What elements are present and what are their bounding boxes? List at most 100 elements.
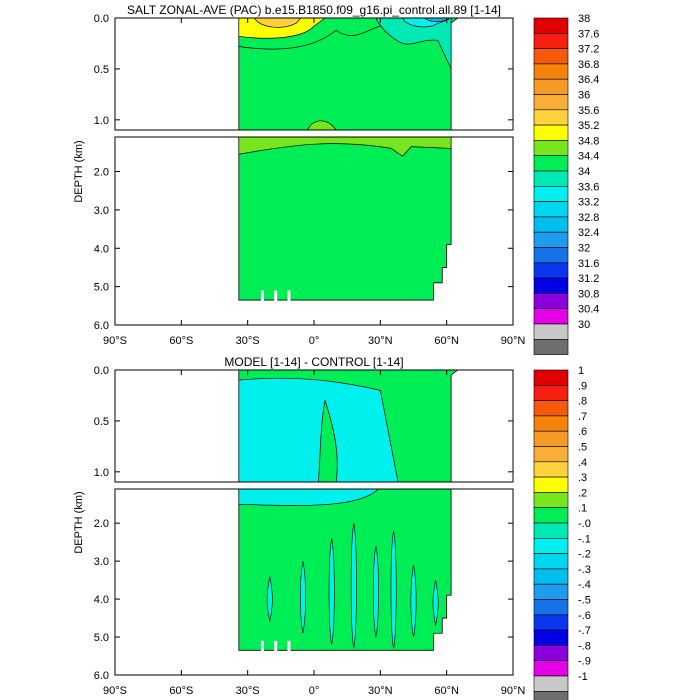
colorbar-label: -.3	[578, 564, 591, 576]
x-tick-label: 60°N	[434, 335, 459, 347]
diff-negative-upper	[238, 377, 399, 482]
colorbar-label: .6	[578, 426, 587, 438]
x-tick-label: 30°N	[368, 685, 393, 697]
upper-plot	[238, 370, 459, 482]
colorbar-label: .4	[578, 457, 587, 469]
chart-title: MODEL [1-14] - CONTROL [1-14]	[224, 355, 403, 369]
colorbar-box	[533, 384, 569, 401]
diff-filament	[432, 580, 439, 626]
colorbar-box	[533, 415, 569, 432]
y-tick-label: 0.5	[94, 64, 109, 76]
seafloor-notch	[274, 290, 278, 302]
colorbar: 38 37.6 37.2 36.8 36.4 36 35.6 35.2 34.8 34.4 34 33…	[533, 13, 599, 355]
x-tick-label: 30°N	[368, 335, 393, 347]
x-tick-label: 90°N	[501, 335, 526, 347]
colorbar-label: 33.2	[578, 197, 599, 209]
colorbar-box	[533, 78, 569, 95]
y-axis-label: DEPTH (km)	[73, 491, 85, 553]
colorbar-label: 30	[578, 319, 590, 331]
colorbar-box	[533, 537, 569, 554]
colorbar-box	[533, 277, 569, 294]
y-tick-label: 0.0	[94, 13, 109, 25]
colorbar-box	[533, 568, 569, 585]
x-tick-label: 90°S	[103, 685, 127, 697]
colorbar-box	[533, 48, 569, 65]
diff-filament	[350, 523, 357, 649]
y-axis-label: DEPTH (km)	[73, 140, 85, 202]
colorbar-box	[533, 583, 569, 600]
colorbar-label: 32.4	[578, 227, 599, 239]
colorbar-label: -.4	[578, 579, 591, 591]
y-tick-label: 6.0	[94, 320, 109, 332]
y-tick-label: 3.0	[94, 556, 109, 568]
colorbar-label: 37.6	[578, 28, 599, 40]
colorbar-box	[533, 262, 569, 279]
colorbar-label: 34.8	[578, 135, 599, 147]
diff-filament	[372, 545, 379, 638]
seafloor-notch	[287, 640, 291, 653]
colorbar-box	[533, 461, 569, 478]
colorbar-label: 35.2	[578, 120, 599, 132]
y-tick-label: 0.5	[94, 416, 109, 428]
y-tick-label: 2.0	[94, 167, 109, 179]
x-tick-label: 0°	[309, 685, 320, 697]
colorbar-box	[533, 247, 569, 264]
y-tick-label: 1.0	[94, 115, 109, 127]
colorbar-box	[533, 140, 569, 156]
colorbar-box	[533, 507, 569, 524]
diff-filament	[410, 564, 417, 638]
y-tick-label: 6.0	[94, 670, 109, 682]
y-tick-label: 1.0	[94, 467, 109, 479]
colorbar-box	[533, 430, 569, 447]
ocean-domain	[238, 137, 452, 301]
colorbar-box	[533, 476, 569, 493]
y-tick-label: 5.0	[94, 632, 109, 644]
diff-filament	[390, 530, 397, 649]
x-tick-label: 0°	[309, 335, 320, 347]
chart-title: SALT ZONAL-AVE (PAC) b.e15.B1850.f09_g16…	[127, 3, 501, 17]
colorbar-box	[533, 124, 569, 141]
colorbar-box	[533, 201, 569, 218]
colorbar-label: -1	[578, 671, 588, 683]
x-tick-label: 90°S	[103, 335, 127, 347]
y-tick-label: 4.0	[94, 243, 109, 255]
y-tick-label: 3.0	[94, 205, 109, 217]
colorbar-label: 36.4	[578, 74, 599, 86]
salinity-upper-lower	[238, 137, 452, 157]
seafloor-notch	[260, 290, 264, 302]
colorbar-box	[533, 109, 569, 126]
colorbar-label: 38	[578, 13, 590, 25]
colorbar-label: 35.6	[578, 105, 599, 117]
ocean-domain	[238, 18, 459, 130]
seafloor-notch	[260, 640, 264, 653]
x-tick-label: 60°S	[169, 335, 193, 347]
colorbar-label: -.8	[578, 640, 591, 652]
y-tick-label: 0.0	[94, 365, 109, 377]
diff-negative-lower	[238, 489, 379, 506]
colorbar-label: -.2	[578, 549, 591, 561]
lower-plot	[238, 137, 452, 302]
colorbar-label: 31.6	[578, 258, 599, 270]
y-tick-label: 4.0	[94, 594, 109, 606]
colorbar-label: .2	[578, 487, 587, 499]
diff-filament	[266, 576, 273, 622]
x-tick-label: 30°S	[236, 685, 260, 697]
colorbar-label: 31.2	[578, 273, 599, 285]
colorbar-label: -.1	[578, 533, 591, 545]
colorbar-label: -.5	[578, 595, 591, 607]
diff-filament	[328, 538, 335, 645]
x-tick-label: 60°N	[434, 685, 459, 697]
colorbar-label: 30.4	[578, 304, 599, 316]
colorbar-label: 37.2	[578, 44, 599, 56]
colorbar-label: 34	[578, 166, 590, 178]
colorbar-box	[533, 17, 569, 34]
colorbar-box	[533, 553, 569, 570]
colorbar-box	[533, 522, 569, 539]
colorbar-label: .1	[578, 503, 587, 515]
colorbar-box	[533, 231, 569, 248]
colorbar-box	[533, 155, 569, 172]
lower-plot	[238, 489, 452, 653]
colorbar-label: -.9	[578, 656, 591, 668]
contour-line	[238, 25, 381, 50]
